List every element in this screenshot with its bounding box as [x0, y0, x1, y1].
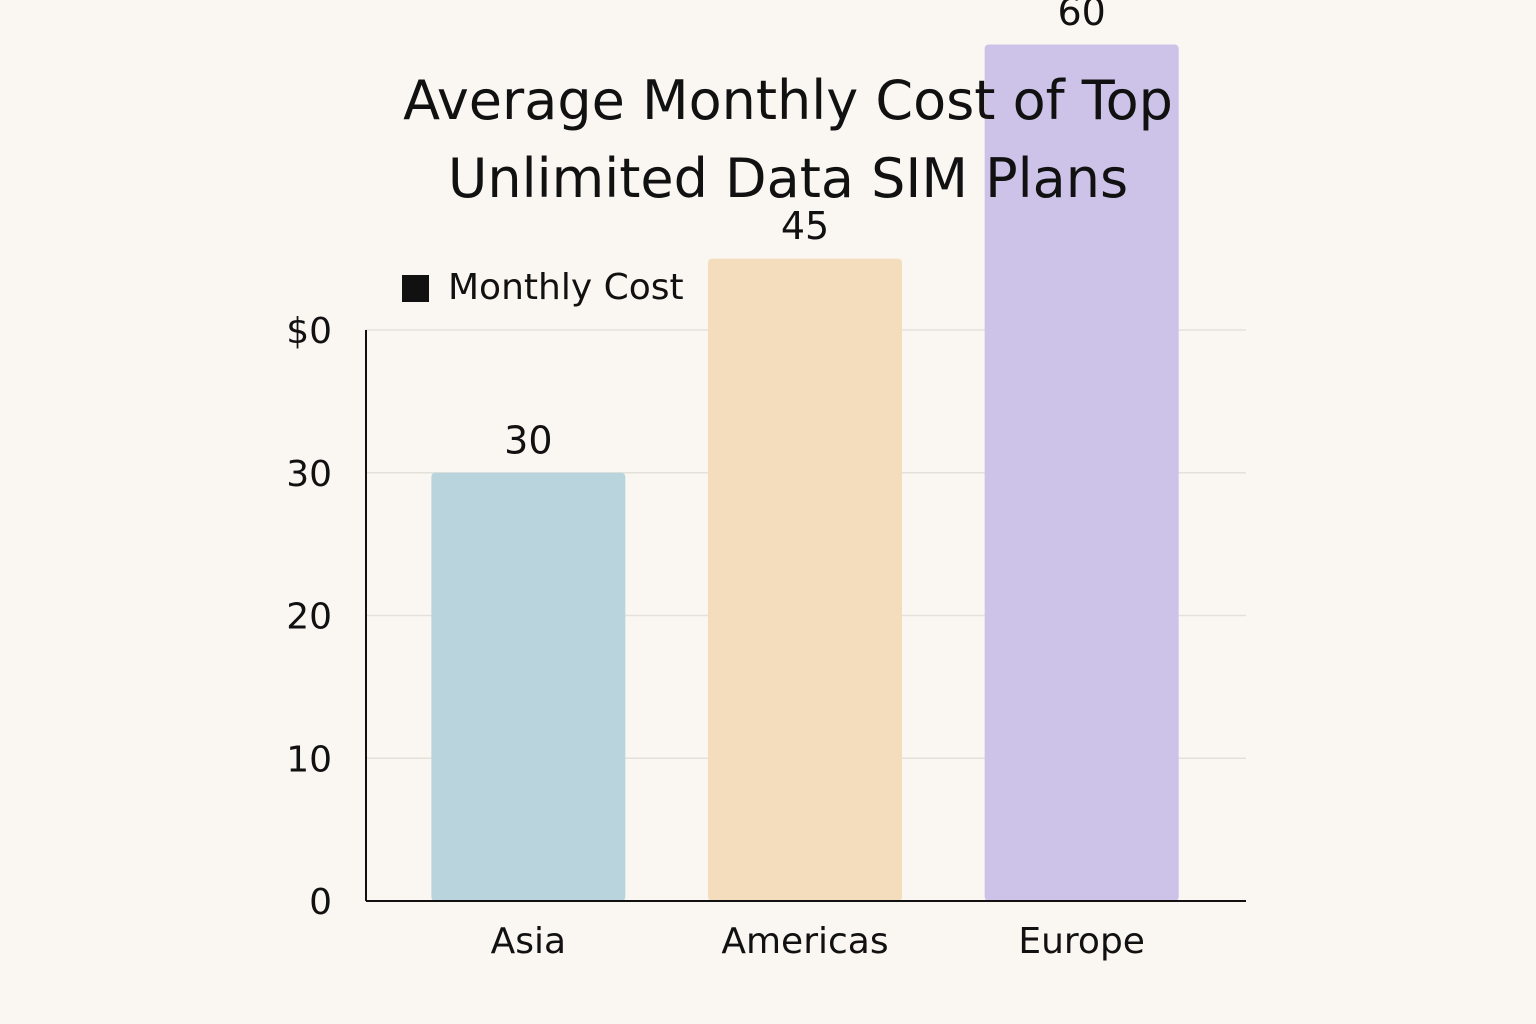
x-tick-label: Americas	[721, 921, 888, 962]
x-tick-label: Europe	[1018, 921, 1145, 962]
bar	[984, 44, 1179, 901]
data-label: 45	[781, 204, 829, 248]
legend-swatch	[402, 275, 429, 302]
y-tick-label: 10	[286, 739, 332, 780]
y-tick-label: 30	[286, 454, 332, 495]
bar	[431, 472, 626, 901]
legend-label: Monthly Cost	[448, 267, 684, 308]
x-tick-label: Asia	[491, 921, 566, 962]
y-tick-label: 20	[286, 597, 332, 638]
chart-title: Average Monthly Cost of Top Unlimited Da…	[403, 69, 1173, 210]
y-tick-label: 0	[309, 882, 332, 923]
bar	[708, 258, 902, 901]
data-label: 30	[504, 418, 552, 462]
data-label: 60	[1057, 0, 1105, 34]
y-tick-label: $0	[286, 311, 332, 352]
